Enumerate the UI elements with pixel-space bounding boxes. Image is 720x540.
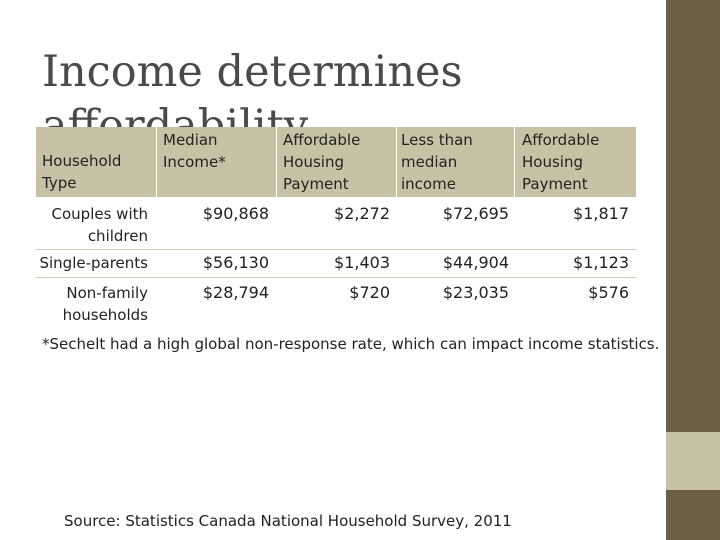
row-affordable-payment-2: $576: [588, 283, 629, 302]
row-median-income: $28,794: [202, 283, 269, 302]
table-row: Non-family households $28,794 $720 $23,0…: [36, 277, 636, 327]
column-divider: [156, 127, 157, 317]
header-household-type: Household Type: [42, 152, 122, 192]
row-affordable-payment-2: $1,123: [573, 253, 629, 272]
header-less-than-median: Less than median income: [401, 131, 473, 193]
header-median-income: Median Income*: [163, 131, 226, 171]
table-row: Single-parents $56,130 $1,403 $44,904 $1…: [36, 249, 636, 277]
header-affordable-payment-2: Affordable Housing Payment: [522, 131, 600, 193]
row-median-income: $90,868: [202, 204, 269, 223]
row-affordable-payment: $2,272: [334, 204, 390, 223]
row-less-than-median: $72,695: [442, 204, 509, 223]
row-separator: [36, 277, 636, 278]
row-household-type: Non-family households: [62, 284, 148, 324]
row-affordable-payment: $720: [349, 283, 390, 302]
source-citation: Source: Statistics Canada National House…: [64, 512, 512, 530]
row-affordable-payment-2: $1,817: [573, 204, 629, 223]
row-household-type: Single-parents: [39, 254, 148, 272]
column-divider: [396, 127, 397, 317]
decorative-side-band-accent: [666, 432, 720, 490]
row-less-than-median: $23,035: [442, 283, 509, 302]
row-separator: [36, 249, 636, 250]
row-household-type: Couples with children: [51, 205, 148, 245]
column-divider: [514, 127, 515, 317]
row-median-income: $56,130: [202, 253, 269, 272]
column-divider: [276, 127, 277, 317]
table-row: Couples with children $90,868 $2,272 $72…: [36, 197, 636, 249]
table-header: Household Type Median Income* Affordable…: [36, 127, 636, 197]
header-affordable-payment: Affordable Housing Payment: [283, 131, 361, 193]
row-affordable-payment: $1,403: [334, 253, 390, 272]
row-less-than-median: $44,904: [442, 253, 509, 272]
footnote: *Sechelt had a high global non-response …: [42, 335, 660, 353]
